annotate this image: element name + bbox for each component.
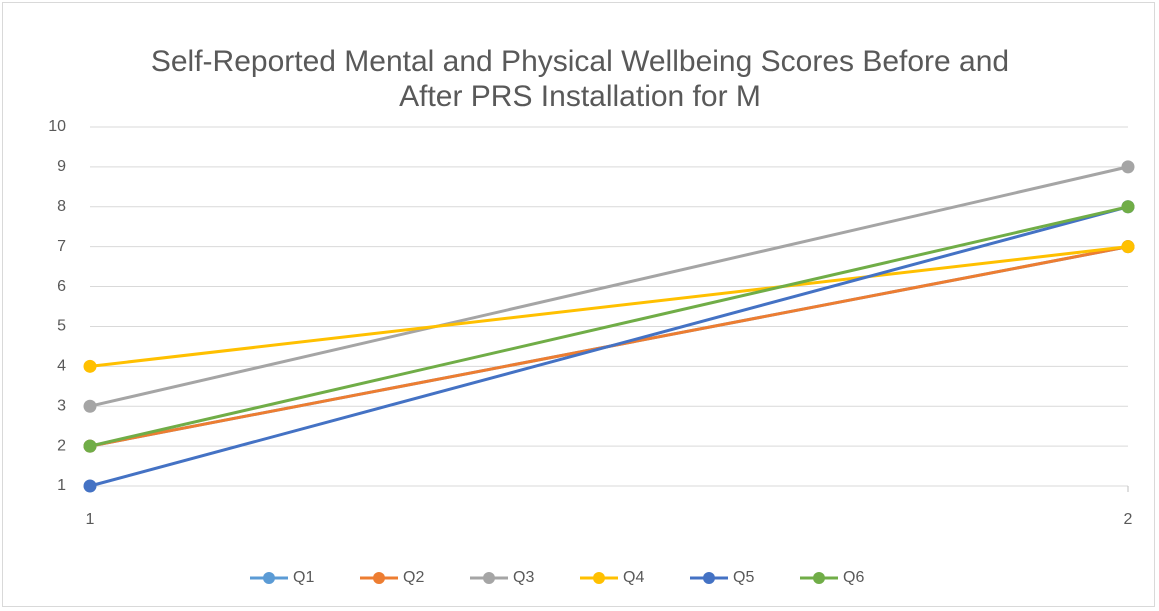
legend-marker (483, 572, 495, 584)
legend-marker (263, 572, 275, 584)
series-line (89, 205, 1129, 488)
legend-marker (703, 572, 715, 584)
data-point (83, 439, 97, 453)
y-tick-label: 5 (57, 318, 66, 335)
data-point (1121, 200, 1135, 214)
data-point (83, 359, 97, 373)
legend-label: Q1 (293, 569, 314, 586)
x-tick-label: 1 (86, 511, 95, 528)
y-tick-label: 7 (57, 238, 66, 255)
x-tick-label: 2 (1124, 511, 1133, 528)
y-tick-label: 2 (57, 437, 66, 454)
legend-marker (373, 572, 385, 584)
data-point (83, 399, 97, 413)
y-tick-label: 3 (57, 397, 66, 414)
y-tick-label: 4 (57, 358, 66, 375)
legend-marker (593, 572, 605, 584)
y-tick-label: 10 (48, 118, 66, 135)
y-tick-label: 1 (57, 477, 66, 494)
data-point (1121, 240, 1135, 254)
series-line (89, 205, 1129, 448)
legend-label: Q6 (843, 569, 864, 586)
chart-title: Self-Reported Mental and Physical Wellbe… (150, 45, 1010, 113)
y-tick-label: 9 (57, 158, 66, 175)
legend-label: Q3 (513, 569, 534, 586)
y-tick-label: 8 (57, 198, 66, 215)
data-point (83, 479, 97, 493)
series-line (89, 245, 1129, 368)
legend-label: Q5 (733, 569, 754, 586)
legend-label: Q2 (403, 569, 424, 586)
legend-label: Q4 (623, 569, 644, 586)
series-line (89, 165, 1129, 408)
legend-marker (813, 572, 825, 584)
y-tick-label: 6 (57, 278, 66, 295)
data-point (1121, 160, 1135, 174)
